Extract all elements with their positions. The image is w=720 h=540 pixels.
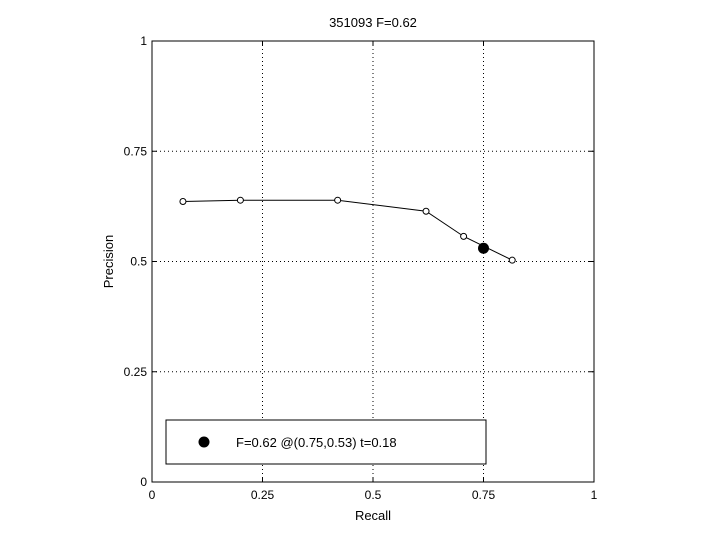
x-tick-label: 0.25 [251, 488, 275, 502]
y-tick-label: 0.5 [130, 255, 147, 269]
legend-box [165, 419, 487, 465]
y-tick-label: 0.25 [124, 365, 148, 379]
data-series [179, 196, 516, 264]
grid-lines [152, 41, 594, 482]
x-axis-label: Recall [355, 508, 391, 523]
data-point [508, 256, 516, 264]
y-tick-label: 0.75 [124, 144, 148, 158]
y-axis-label: Precision [101, 235, 116, 288]
y-tick-label: 0 [140, 475, 147, 489]
x-tick-label: 0.5 [365, 488, 382, 502]
x-tick-label: 1 [591, 488, 598, 502]
data-point [334, 196, 342, 204]
chart-title: 351093 F=0.62 [329, 15, 417, 30]
data-point [422, 207, 430, 215]
y-tick-label: 1 [140, 34, 147, 48]
axis-ticks: 0 0.25 0.5 0.75 1 0 0.25 0.5 0.75 1 [124, 34, 598, 502]
data-point [179, 198, 187, 206]
legend-entry: F=0.62 @(0.75,0.53) t=0.18 [236, 435, 397, 450]
x-tick-label: 0.75 [472, 488, 496, 502]
legend-marker [198, 436, 210, 448]
series-line [182, 199, 513, 261]
x-tick-label: 0 [149, 488, 156, 502]
data-point [236, 196, 244, 204]
best-f-point [478, 242, 489, 254]
legend: F=0.62 @(0.75,0.53) t=0.18 [165, 419, 487, 465]
data-point [460, 232, 468, 240]
